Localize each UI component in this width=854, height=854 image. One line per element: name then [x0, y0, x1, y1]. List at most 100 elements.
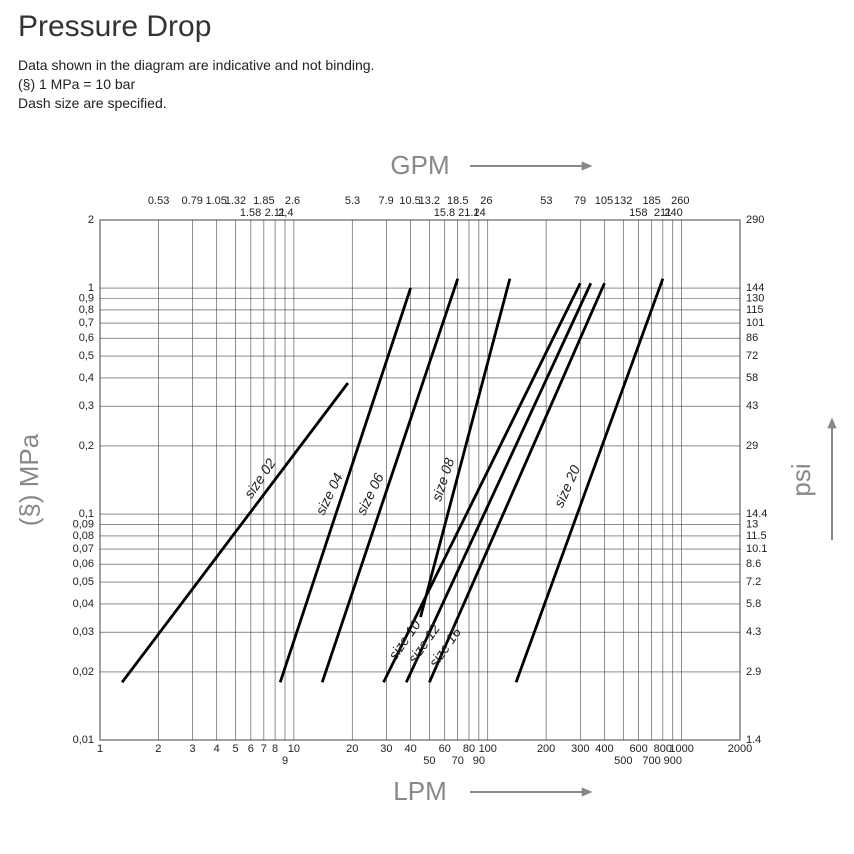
svg-text:900: 900 — [664, 755, 682, 767]
svg-text:185: 185 — [642, 195, 660, 207]
svg-text:0,04: 0,04 — [73, 598, 94, 610]
svg-text:80: 80 — [463, 743, 475, 755]
svg-text:4.3: 4.3 — [746, 626, 761, 638]
svg-text:0,9: 0,9 — [79, 292, 94, 304]
series-label: size 06 — [353, 470, 387, 517]
svg-text:300: 300 — [571, 743, 589, 755]
svg-text:90: 90 — [473, 755, 485, 767]
svg-text:11.5: 11.5 — [746, 530, 767, 542]
svg-text:1: 1 — [97, 743, 103, 755]
svg-text:0,5: 0,5 — [79, 350, 94, 362]
svg-text:100: 100 — [479, 743, 497, 755]
svg-text:1.58: 1.58 — [240, 207, 261, 219]
svg-text:0,02: 0,02 — [73, 666, 94, 678]
svg-text:0,03: 0,03 — [73, 626, 94, 638]
svg-text:0,09: 0,09 — [73, 518, 94, 530]
svg-text:2.9: 2.9 — [746, 666, 761, 678]
svg-text:5.8: 5.8 — [746, 598, 761, 610]
svg-text:200: 200 — [537, 743, 555, 755]
svg-text:13.2: 13.2 — [419, 195, 440, 207]
svg-text:LPM: LPM — [393, 776, 446, 806]
svg-text:21.1: 21.1 — [458, 207, 479, 219]
svg-text:GPM: GPM — [390, 150, 449, 180]
svg-text:20: 20 — [346, 743, 358, 755]
svg-text:10.5: 10.5 — [399, 195, 420, 207]
svg-text:115: 115 — [746, 304, 764, 316]
svg-text:5.3: 5.3 — [345, 195, 360, 207]
svg-text:290: 290 — [746, 214, 764, 226]
svg-text:58: 58 — [746, 372, 758, 384]
svg-text:7.2: 7.2 — [746, 576, 761, 588]
svg-text:0,1: 0,1 — [79, 508, 94, 520]
svg-text:7.9: 7.9 — [378, 195, 393, 207]
series-size-04 — [280, 288, 410, 682]
series-label: size 20 — [550, 463, 583, 510]
svg-text:700: 700 — [642, 755, 660, 767]
svg-text:0,01: 0,01 — [73, 734, 94, 746]
svg-text:40: 40 — [404, 743, 416, 755]
svg-text:70: 70 — [452, 755, 464, 767]
svg-text:10: 10 — [288, 743, 300, 755]
svg-text:14.4: 14.4 — [746, 508, 767, 520]
svg-text:7: 7 — [261, 743, 267, 755]
svg-text:5: 5 — [232, 743, 238, 755]
svg-text:3: 3 — [189, 743, 195, 755]
series-size-20 — [516, 279, 663, 683]
svg-text:0,2: 0,2 — [79, 440, 94, 452]
svg-text:43: 43 — [746, 400, 758, 412]
svg-text:15.8: 15.8 — [434, 207, 455, 219]
svg-text:29: 29 — [746, 440, 758, 452]
svg-text:50: 50 — [423, 755, 435, 767]
svg-text:0.79: 0.79 — [182, 195, 203, 207]
svg-text:30: 30 — [380, 743, 392, 755]
svg-text:1000: 1000 — [669, 743, 693, 755]
svg-text:79: 79 — [574, 195, 586, 207]
svg-text:1.85: 1.85 — [253, 195, 274, 207]
svg-text:130: 130 — [746, 292, 764, 304]
svg-text:8.6: 8.6 — [746, 558, 761, 570]
svg-text:psi: psi — [786, 463, 816, 496]
svg-text:158: 158 — [629, 207, 647, 219]
series-label: size 02 — [241, 455, 279, 501]
svg-text:60: 60 — [439, 743, 451, 755]
svg-text:0,4: 0,4 — [79, 372, 94, 384]
svg-text:600: 600 — [629, 743, 647, 755]
svg-text:1.32: 1.32 — [225, 195, 246, 207]
svg-text:0,05: 0,05 — [73, 576, 94, 588]
svg-text:13: 13 — [746, 518, 758, 530]
svg-text:1.05: 1.05 — [205, 195, 226, 207]
svg-text:0,7: 0,7 — [79, 317, 94, 329]
svg-text:0,06: 0,06 — [73, 558, 94, 570]
svg-text:2: 2 — [155, 743, 161, 755]
series-size-08 — [421, 279, 510, 617]
svg-text:1.4: 1.4 — [746, 734, 761, 746]
svg-text:6: 6 — [248, 743, 254, 755]
svg-text:0,07: 0,07 — [73, 543, 94, 555]
svg-text:10.1: 10.1 — [746, 543, 767, 555]
series-size-02 — [122, 383, 348, 682]
svg-text:8: 8 — [272, 743, 278, 755]
svg-text:2.6: 2.6 — [285, 195, 300, 207]
svg-text:0,08: 0,08 — [73, 530, 94, 542]
svg-text:2,4: 2,4 — [278, 207, 293, 219]
svg-text:86: 86 — [746, 332, 758, 344]
svg-text:72: 72 — [746, 350, 758, 362]
svg-text:53: 53 — [540, 195, 552, 207]
svg-text:9: 9 — [282, 755, 288, 767]
svg-text:0,3: 0,3 — [79, 400, 94, 412]
svg-text:260: 260 — [671, 195, 689, 207]
svg-text:4: 4 — [214, 743, 220, 755]
series-label: size 04 — [312, 470, 346, 517]
svg-text:0,6: 0,6 — [79, 332, 94, 344]
svg-text:132: 132 — [614, 195, 632, 207]
svg-text:105: 105 — [595, 195, 613, 207]
svg-text:400: 400 — [595, 743, 613, 755]
pressure-drop-chart: 1234567891020304050607080901002003004005… — [0, 0, 854, 854]
svg-text:240: 240 — [664, 207, 682, 219]
svg-text:26: 26 — [480, 195, 492, 207]
svg-text:(§) MPa: (§) MPa — [14, 433, 44, 526]
svg-text:500: 500 — [614, 755, 632, 767]
svg-text:0,8: 0,8 — [79, 304, 94, 316]
svg-text:18.5: 18.5 — [447, 195, 468, 207]
svg-text:2: 2 — [88, 214, 94, 226]
